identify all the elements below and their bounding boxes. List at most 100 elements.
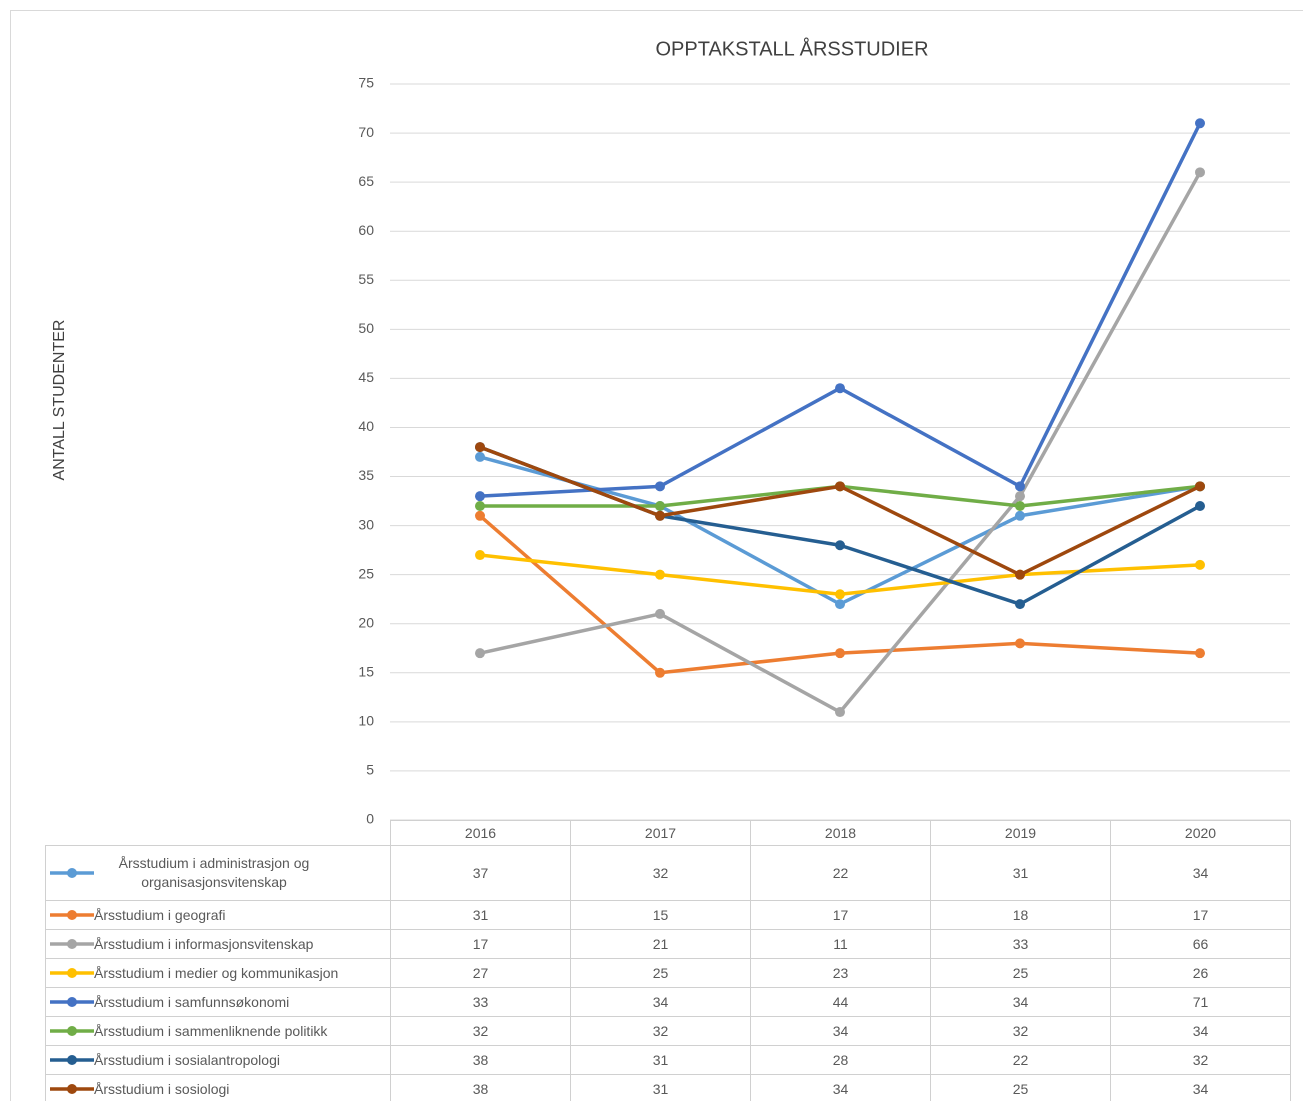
legend-swatch [50,1026,94,1036]
swatch-dot [67,1055,77,1065]
cell-text: 21 [652,936,669,952]
cell-text: 25 [1012,965,1029,981]
y-tick-label: 30 [358,516,374,532]
cell-text: 32 [472,1023,489,1039]
data-point [1195,559,1205,570]
x-tick-label: 2017 [570,820,751,846]
legend-swatch [50,910,94,920]
y-tick-label: 70 [358,124,374,140]
cell-text: 32 [652,865,669,881]
y-axis-label: ANTALL STUDENTER [51,320,68,481]
x-tick-label: 2020 [1110,820,1291,846]
cell-text: 31 [652,1052,669,1068]
table-value: 38 [390,1045,571,1075]
legend-swatch [50,1084,94,1094]
legend-label: Årsstudium i geografi [94,906,226,923]
cell-text: 18 [1012,907,1029,923]
data-point [1195,648,1205,659]
chart-title: OPPTAKSTALL ÅRSSTUDIER [655,37,928,60]
legend-entry: Årsstudium i informasjonsvitenskap [45,929,391,959]
data-point [835,481,845,492]
table-value: 66 [1110,929,1291,959]
y-tick-label: 50 [358,320,374,336]
swatch-dot [67,1084,77,1094]
y-tick-label: 5 [366,762,374,778]
cell-text: 34 [832,1081,849,1097]
legend-entry: Årsstudium i sosialantropologi [45,1045,391,1075]
table-value: 25 [930,1074,1111,1101]
cell-text: 38 [472,1081,489,1097]
table-value: 34 [750,1074,931,1101]
table-value: 18 [930,900,1111,930]
data-point [1015,491,1025,502]
swatch-dot [67,939,77,949]
legend-label: Årsstudium i sosialantropologi [94,1051,280,1068]
table-value: 27 [390,958,571,988]
chart-border [10,10,1303,1101]
x-tick-label: 2018 [750,820,931,846]
table-value: 33 [390,987,571,1017]
cell-text: 34 [1192,865,1209,881]
legend-label: Årsstudium i administrasjon og organisas… [118,855,310,890]
data-point [835,707,845,718]
table-value: 37 [390,845,571,901]
table-value: 32 [390,1016,571,1046]
legend-swatch [50,868,94,878]
legend-label: Årsstudium i medier og kommunikasjon [94,964,339,981]
table-value: 22 [750,845,931,901]
table-value: 32 [570,1016,751,1046]
table-value: 34 [570,987,751,1017]
data-point [835,540,845,551]
cell-text: 11 [833,936,848,952]
data-point [1195,481,1205,492]
series-line [479,455,1201,606]
table-value: 34 [1110,1074,1291,1101]
y-tick-label: 10 [358,713,374,729]
y-tick-label: 25 [358,565,374,581]
series-line [479,171,1202,714]
data-point [655,569,665,580]
series-line [479,445,1201,577]
table-value: 11 [750,929,931,959]
table-value: 21 [570,929,751,959]
cell-text: 2019 [1004,825,1037,841]
data-point [475,510,485,521]
cell-text: 34 [832,1023,849,1039]
data-point [475,442,485,453]
table-value: 15 [570,900,751,930]
cell-text: 25 [1012,1081,1029,1097]
legend-swatch [50,997,94,1007]
y-tick-label: 45 [358,369,374,385]
cell-text: 34 [1192,1023,1209,1039]
swatch-dot [67,968,77,978]
cell-text: 71 [1192,994,1209,1010]
table-value: 17 [390,929,571,959]
swatch-dot [67,910,77,920]
cell-text: 31 [1012,865,1029,881]
legend-entry: Årsstudium i medier og kommunikasjon [45,958,391,988]
data-point [655,667,665,678]
legend-entry: Årsstudium i sammenliknende politikk [45,1016,391,1046]
cell-text: 32 [1192,1052,1209,1068]
y-tick-label: 15 [358,664,374,680]
cell-text: 66 [1192,936,1209,952]
y-tick-label: 65 [358,173,374,189]
cell-text: 27 [472,965,489,981]
legend-swatch [50,1055,94,1065]
data-point [475,648,485,659]
legend-entry: Årsstudium i samfunnsøkonomi [45,987,391,1017]
table-value: 44 [750,987,931,1017]
data-point [1015,481,1025,492]
x-tick-label: 2019 [930,820,1111,846]
table-value: 23 [750,958,931,988]
cell-text: 34 [1012,994,1029,1010]
table-value: 26 [1110,958,1291,988]
cell-text: 15 [652,907,669,923]
cell-text: 2016 [464,825,497,841]
table-value: 22 [930,1045,1111,1075]
table-value: 34 [930,987,1111,1017]
y-tick-label: 35 [358,467,374,483]
table-value: 31 [930,845,1111,901]
legend-label: Årsstudium i informasjonsvitenskap [94,935,314,952]
data-point [835,589,845,600]
